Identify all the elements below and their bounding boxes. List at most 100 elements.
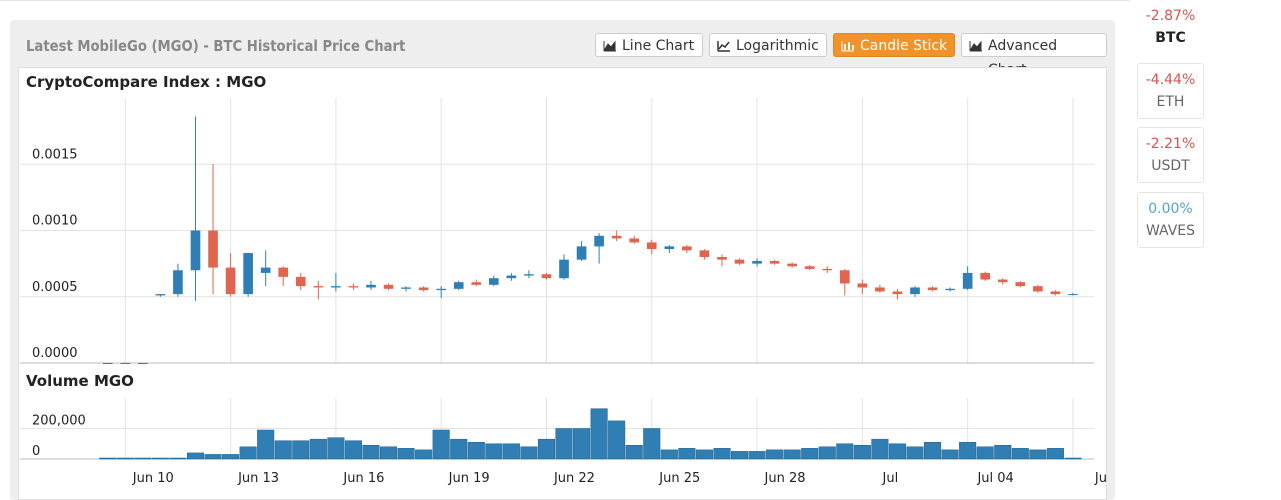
volume-bar (274, 440, 292, 460)
candle-stick-button[interactable]: Candle Stick (833, 33, 955, 57)
change: -2.21% (1145, 136, 1196, 152)
volume-bar (625, 445, 643, 460)
candle-body (1033, 286, 1043, 292)
chart: CryptoCompare Index : MGO Volume MGO 0.0… (20, 73, 1107, 486)
line-chart-button[interactable]: Line Chart (595, 33, 703, 57)
candle-body (295, 276, 306, 287)
candle-body (646, 242, 657, 250)
candle-body (102, 363, 113, 364)
btc-tab[interactable]: -2.87% BTC (1137, 0, 1204, 56)
chart-area (18, 67, 1107, 500)
volume-bar (730, 451, 749, 460)
eth-tab[interactable]: -4.44% ETH (1137, 63, 1204, 119)
button-label: Candle Stick (860, 38, 948, 54)
candle-body (594, 235, 604, 247)
usdt-tab[interactable]: -2.21% USDT (1137, 127, 1204, 183)
candle-body (1050, 291, 1061, 295)
volume-bar (888, 443, 906, 460)
candle-body (962, 272, 973, 289)
candle-body (734, 259, 745, 264)
candle-body (945, 288, 955, 291)
y-tick-label: 0 (32, 444, 40, 459)
x-tick-label: Jun 10 (132, 471, 174, 486)
candle-body (629, 238, 640, 243)
x-tick-label: Jun 13 (237, 471, 279, 486)
candle-body (331, 286, 341, 288)
candle-body (436, 288, 447, 291)
x-tick-label: Jun 25 (658, 471, 700, 486)
x-tick-label: Jun 28 (764, 471, 806, 486)
volume-bar (976, 446, 994, 460)
volume-bar (748, 451, 766, 460)
candle-body (892, 291, 903, 295)
top-rule (0, 0, 1130, 1)
volume-bar (151, 457, 169, 460)
waves-tab[interactable]: 0.00% WAVES (1137, 192, 1204, 248)
volume-bar (467, 441, 485, 460)
volume-bar (695, 449, 713, 460)
candle-body (839, 270, 850, 284)
volume-bar (853, 445, 871, 460)
candle-body (559, 259, 569, 279)
candle-body (910, 287, 920, 295)
candle-body (787, 263, 797, 267)
x-tick-label: Ju (1094, 471, 1107, 486)
candle-body (120, 363, 131, 364)
volume-bar (1011, 448, 1029, 460)
candle-body (348, 286, 359, 288)
x-tick-label: Jul 04 (976, 471, 1013, 486)
chart-title: CryptoCompare Index : MGO (26, 73, 266, 91)
volume-bar (1046, 448, 1064, 460)
volume-bar (871, 438, 889, 460)
volume-bar (590, 408, 608, 460)
logarithmic-button[interactable]: Logarithmic (709, 33, 827, 57)
candle-body (524, 274, 534, 276)
volume-bar (327, 437, 345, 460)
volume-bar (678, 448, 696, 460)
symbol: USDT (1151, 158, 1190, 174)
candle-body (699, 250, 710, 257)
volume-bar (502, 443, 520, 460)
y-tick-label: 200,000 (32, 414, 86, 429)
volume-bar (99, 457, 117, 460)
volume-bar (380, 446, 398, 460)
candle-body (243, 253, 253, 295)
candle-body (488, 278, 499, 285)
volume-bar (257, 429, 275, 460)
x-tick-label: Jul (882, 471, 899, 486)
candle-body (875, 287, 885, 292)
volume-bar (397, 448, 415, 460)
symbol: BTC (1155, 30, 1186, 46)
x-tick-label: Jun 16 (342, 471, 384, 486)
volume-bar (116, 457, 134, 460)
volume-bar (362, 445, 380, 460)
volume-bar (801, 448, 819, 460)
y-tick-label: 0.0005 (32, 280, 78, 295)
volume-bar (573, 428, 591, 460)
x-tick-label: Jun 22 (553, 471, 595, 486)
candle-body (980, 272, 991, 280)
candle-body (418, 287, 429, 291)
volume-bar (432, 429, 450, 460)
candle-body (383, 284, 394, 289)
volume-bar (783, 449, 801, 460)
candle-body (366, 284, 376, 288)
volume-bar (169, 457, 187, 460)
volume-bar (450, 438, 468, 460)
y-tick-label: 0.0000 (32, 346, 78, 361)
volume-bar (818, 446, 836, 460)
volume-bar (906, 446, 924, 460)
volume-bar (222, 454, 240, 460)
candle-body (260, 267, 271, 273)
candle-body (278, 267, 289, 277)
candle-body (752, 260, 762, 264)
candle-body (769, 260, 780, 264)
candle-body (541, 274, 552, 279)
volume-bar (134, 457, 152, 460)
volume-bar (836, 443, 854, 460)
candle-body (664, 246, 675, 250)
volume-bar (660, 449, 678, 460)
x-tick-label: Jun 19 (448, 471, 490, 486)
candle-body (682, 246, 692, 251)
